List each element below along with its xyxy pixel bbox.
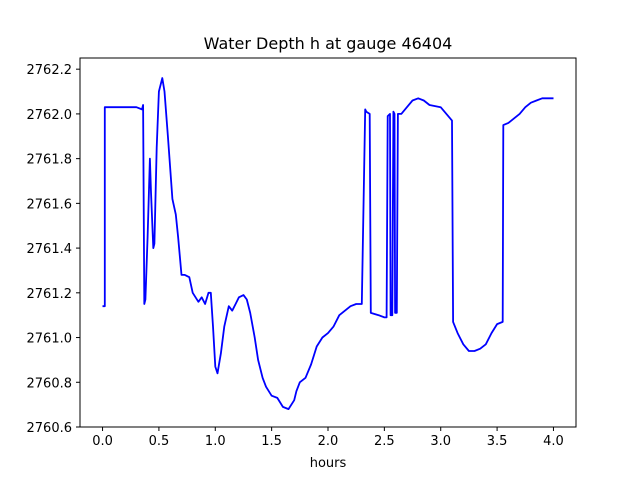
x-tick-label: 3.5	[487, 434, 508, 449]
plot-layer	[102, 77, 554, 411]
ticks-layer: 0.0 0.5 1.0 1.5 2.0 2.5 3.0 3.5 4.0 2760.6 2760.8 2…	[27, 63, 564, 449]
x-tick-label: 1.0	[205, 434, 226, 449]
y-tick-label: 2761.4	[27, 242, 73, 257]
y-tick-label: 2761.2	[27, 287, 73, 302]
y-tick-label: 2761.8	[27, 153, 73, 168]
y-tick-label: 2760.8	[27, 376, 73, 391]
y-tick-label: 2760.6	[27, 421, 73, 436]
chart-title: Water Depth h at gauge 46404	[204, 34, 453, 53]
x-tick-label: 2.0	[318, 434, 339, 449]
x-tick-label: 0.5	[149, 434, 170, 449]
x-tick-label: 3.0	[430, 434, 451, 449]
y-tick-label: 2761.0	[27, 332, 73, 347]
x-tick-label: 0.0	[92, 434, 113, 449]
series-line	[102, 77, 554, 411]
y-tick-label: 2762.2	[27, 63, 73, 78]
x-tick-label: 4.0	[543, 434, 564, 449]
y-tick-label: 2761.6	[27, 197, 73, 212]
y-tick-label: 2762.0	[27, 108, 73, 123]
x-tick-label: 2.5	[374, 434, 395, 449]
plot-frame	[79, 57, 577, 428]
x-tick-label: 1.5	[261, 434, 282, 449]
x-axis-label: hours	[310, 456, 347, 471]
